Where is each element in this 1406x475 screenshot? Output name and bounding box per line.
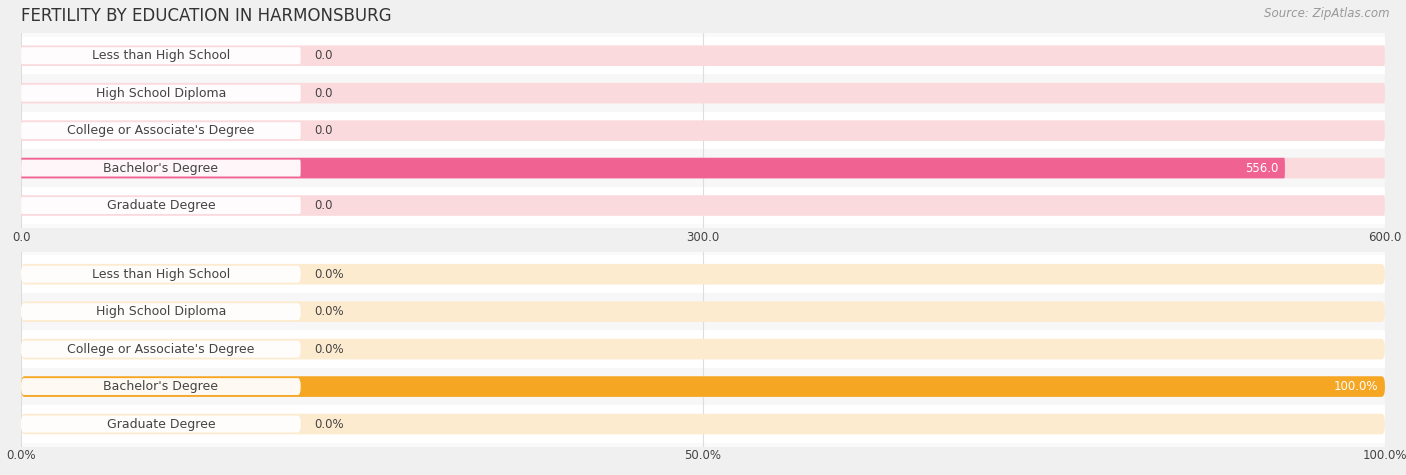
Text: Less than High School: Less than High School (91, 49, 231, 62)
Bar (21, 37, 1385, 75)
FancyBboxPatch shape (21, 195, 1385, 216)
Text: Graduate Degree: Graduate Degree (107, 199, 215, 212)
Text: 0.0: 0.0 (315, 49, 333, 62)
Text: 0.0: 0.0 (315, 124, 333, 137)
Bar (21, 149, 1385, 187)
Text: Graduate Degree: Graduate Degree (107, 418, 215, 430)
FancyBboxPatch shape (21, 303, 301, 320)
Text: High School Diploma: High School Diploma (96, 86, 226, 100)
FancyBboxPatch shape (21, 378, 301, 395)
Text: 0.0%: 0.0% (315, 305, 344, 318)
Text: Bachelor's Degree: Bachelor's Degree (104, 380, 218, 393)
FancyBboxPatch shape (21, 160, 301, 177)
Text: High School Diploma: High School Diploma (96, 305, 226, 318)
FancyBboxPatch shape (21, 197, 301, 214)
Text: 556.0: 556.0 (1244, 162, 1278, 175)
FancyBboxPatch shape (21, 85, 301, 102)
Text: College or Associate's Degree: College or Associate's Degree (67, 342, 254, 356)
Text: FERTILITY BY EDUCATION IN HARMONSBURG: FERTILITY BY EDUCATION IN HARMONSBURG (21, 7, 392, 25)
FancyBboxPatch shape (21, 301, 1385, 322)
Bar (21, 112, 1385, 149)
FancyBboxPatch shape (21, 158, 1285, 179)
Bar (21, 293, 1385, 331)
FancyBboxPatch shape (21, 83, 1385, 104)
Bar (21, 405, 1385, 443)
FancyBboxPatch shape (21, 264, 1385, 285)
Text: 0.0%: 0.0% (315, 268, 344, 281)
FancyBboxPatch shape (21, 339, 1385, 360)
Bar (21, 368, 1385, 405)
Text: Source: ZipAtlas.com: Source: ZipAtlas.com (1264, 7, 1389, 20)
Text: College or Associate's Degree: College or Associate's Degree (67, 124, 254, 137)
FancyBboxPatch shape (21, 414, 1385, 434)
FancyBboxPatch shape (21, 122, 301, 139)
Text: 100.0%: 100.0% (1333, 380, 1378, 393)
Bar (21, 331, 1385, 368)
Text: Bachelor's Degree: Bachelor's Degree (104, 162, 218, 175)
FancyBboxPatch shape (21, 158, 1385, 179)
FancyBboxPatch shape (21, 48, 301, 64)
FancyBboxPatch shape (21, 376, 1385, 397)
FancyBboxPatch shape (21, 416, 301, 432)
Bar (21, 256, 1385, 293)
FancyBboxPatch shape (21, 120, 1385, 141)
Bar (21, 75, 1385, 112)
FancyBboxPatch shape (21, 376, 1385, 397)
Text: Less than High School: Less than High School (91, 268, 231, 281)
Text: 0.0: 0.0 (315, 199, 333, 212)
FancyBboxPatch shape (21, 341, 301, 358)
Text: 0.0%: 0.0% (315, 418, 344, 430)
Text: 0.0%: 0.0% (315, 342, 344, 356)
FancyBboxPatch shape (21, 266, 301, 283)
FancyBboxPatch shape (21, 46, 1385, 66)
Bar (21, 187, 1385, 224)
Text: 0.0: 0.0 (315, 86, 333, 100)
